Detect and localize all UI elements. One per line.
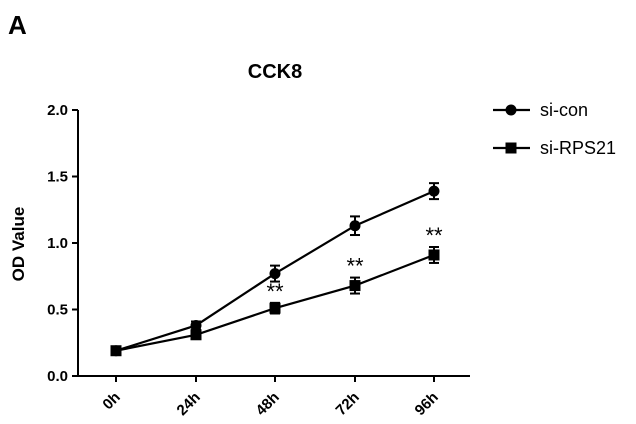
annotations: ** ** ** — [266, 223, 443, 304]
significance-annotation: ** — [266, 279, 284, 304]
series-group — [110, 182, 440, 357]
legend-label: si-con — [540, 100, 588, 120]
data-point-si-RPS21 — [349, 280, 361, 292]
legend-marker-circle — [505, 104, 517, 116]
y-tick-label: 0.0 — [47, 368, 68, 385]
data-point-si-con — [190, 319, 202, 331]
data-point-si-con — [428, 185, 440, 197]
data-point-si-con — [349, 220, 361, 232]
x-tick-label: 48h — [253, 389, 283, 419]
x-tick-label: 0h — [99, 389, 123, 413]
y-tick-label: 1.0 — [47, 235, 68, 252]
data-point-si-con — [269, 268, 281, 280]
y-tick-label: 0.5 — [47, 302, 68, 319]
data-point-si-RPS21 — [110, 345, 122, 357]
data-point-si-RPS21 — [428, 249, 440, 261]
y-tick-label: 1.5 — [47, 169, 68, 186]
legend-label: si-RPS21 — [540, 138, 616, 158]
axes: 0.0 0.5 1.0 1.5 2.0 0h 24h 48h 72h 96h — [47, 102, 470, 419]
significance-annotation: ** — [425, 223, 443, 248]
legend-marker-square — [505, 142, 517, 154]
legend: si-con si-RPS21 — [493, 100, 616, 158]
chart-title: CCK8 — [248, 61, 302, 83]
y-tick-label: 2.0 — [47, 102, 68, 119]
y-axis-label: OD Value — [9, 207, 28, 282]
data-point-si-RPS21 — [190, 329, 202, 341]
x-tick-label: 72h — [333, 389, 363, 419]
data-point-si-RPS21 — [269, 302, 281, 314]
significance-annotation: ** — [346, 254, 364, 279]
panel-label: A — [8, 10, 27, 40]
x-tick-label: 96h — [412, 389, 442, 419]
x-tick-label: 24h — [174, 389, 204, 419]
